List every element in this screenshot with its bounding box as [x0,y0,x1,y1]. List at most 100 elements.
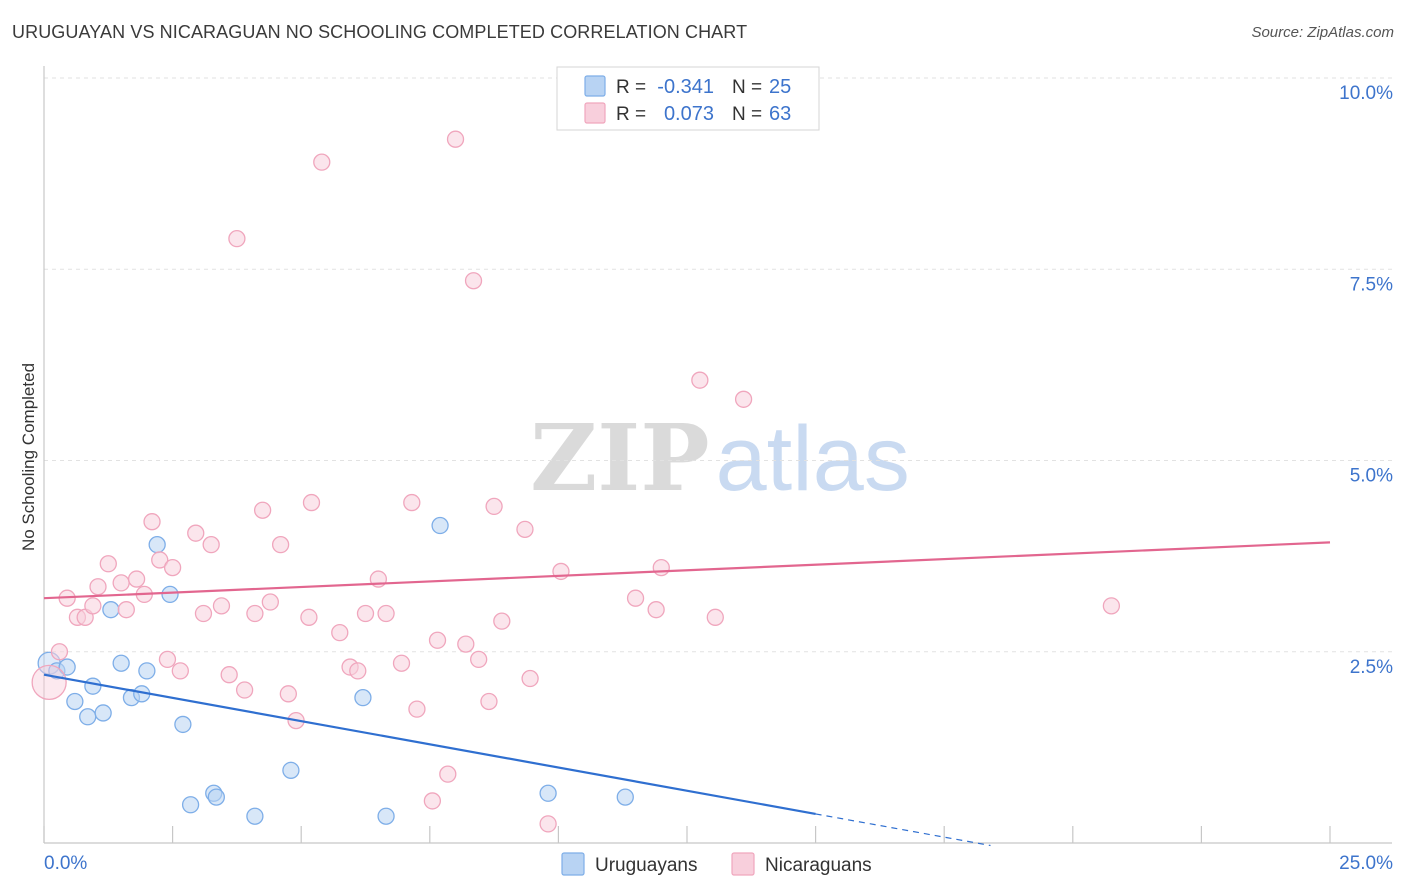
nicaraguan-point [1102,597,1121,615]
nicaraguan-point [485,497,503,516]
nicaraguan-point [99,555,117,573]
nicaraguan-trend-line [43,541,1331,600]
stats-r-label: R = [616,104,646,125]
nicaraguan-point [331,623,349,642]
uruguayan-point [79,708,97,726]
uruguayan-point [84,677,102,695]
nicaraguan-point [539,815,557,833]
uruguayan-trend-line [43,673,816,816]
uruguayan-point [94,704,112,722]
nicaraguan-point [652,558,670,577]
nicaraguan-point [246,604,264,623]
uruguayan-point [66,692,84,711]
stats-swatch [584,75,606,97]
legend-swatch [561,852,585,876]
nicaraguan-point [187,524,205,542]
watermark: ZIPatlas [530,404,910,512]
nicaraguan-point [392,654,411,672]
uruguayan-point [181,796,200,814]
nicaraguan-point [235,681,254,699]
stats-r-value: -0.341 [657,76,714,98]
nicaraguan-point [377,604,395,623]
nicaraguan-point [480,692,498,711]
nicaraguan-point [151,551,169,569]
stats-n-label: N = [732,104,762,125]
nicaraguan-point [626,589,645,607]
uruguayan-point [246,807,264,825]
nicaraguan-point [163,558,182,577]
stats-n-label: N = [732,77,762,98]
y-tick-label: 10.0% [1339,83,1393,104]
nicaraguan-point [691,371,709,389]
uruguayan-point [112,654,130,672]
nicaraguan-point [470,650,488,669]
uruguayan-point [207,788,225,806]
nicaraguan-point [89,578,107,596]
nicaraguan-point [31,664,67,700]
y-tick-label: 7.5% [1350,274,1393,295]
nicaraguan-point [521,669,539,688]
nicaraguan-point [261,593,279,611]
y-tick-label: 2.5% [1350,657,1393,678]
x-tick-label: 25.0% [1339,853,1393,874]
nicaraguan-point [403,493,421,512]
stats-swatch [584,102,606,124]
source-label: Source: ZipAtlas.com [1251,24,1394,41]
nicaraguan-point [457,635,475,653]
nicaraguan-point [171,662,189,680]
legend-label: Uruguayans [595,855,697,876]
legend-swatch [731,852,755,876]
nicaraguan-point [356,604,375,623]
chart-title: URUGUAYAN VS NICARAGUAN NO SCHOOLING COM… [12,22,748,42]
stats-r-label: R = [616,77,646,98]
nicaraguan-point [271,536,290,554]
uruguayan-point [58,658,76,676]
uruguayan-point [161,585,179,604]
nicaraguan-point [516,520,534,538]
x-tick-label: 0.0% [44,853,87,874]
nicaraguan-point [734,390,753,408]
uruguayan-point [377,807,395,825]
uruguayan-point [148,536,166,554]
nicaraguan-point [220,666,238,684]
nicaraguan-point [143,513,161,531]
y-tick-label: 5.0% [1350,466,1393,487]
uruguayan-point [138,662,156,680]
uruguayan-point [616,788,634,806]
nicaraguan-point [313,153,331,171]
uruguayan-point [431,516,449,535]
nicaraguan-point [202,536,220,554]
nicaraguan-point [194,604,213,623]
uruguayan-point [354,689,372,707]
nicaraguan-point [464,272,483,290]
nicaraguan-point [408,700,426,718]
nicaraguan-point [112,574,130,592]
nicaraguan-point [493,612,511,630]
nicaraguan-point [50,643,69,661]
nicaraguan-point [279,685,297,703]
stats-n-value: 63 [769,103,791,125]
nicaraguan-point [84,597,102,615]
nicaraguan-point [117,601,135,619]
nicaraguan-point [647,601,665,619]
uruguayan-point [282,761,300,779]
nicaraguan-point [228,229,246,248]
nicaraguan-point [439,765,457,783]
nicaraguan-point [300,608,318,626]
uruguayan-trend-extension [815,813,991,847]
nicaraguan-point [253,501,272,519]
stats-r-value: 0.073 [664,103,714,125]
nicaraguan-point [446,130,465,148]
uruguayan-point [174,715,192,734]
uruguayan-point [539,784,557,802]
nicaraguan-point [158,650,177,669]
nicaraguan-point [706,608,724,626]
nicaraguan-point [423,792,442,810]
nicaraguan-point [349,662,367,680]
nicaraguan-point [127,570,146,588]
y-axis-label: No Schooling Completed [19,363,38,551]
nicaraguan-point [302,493,321,512]
legend-label: Nicaraguans [765,855,872,876]
stats-n-value: 25 [769,76,791,98]
